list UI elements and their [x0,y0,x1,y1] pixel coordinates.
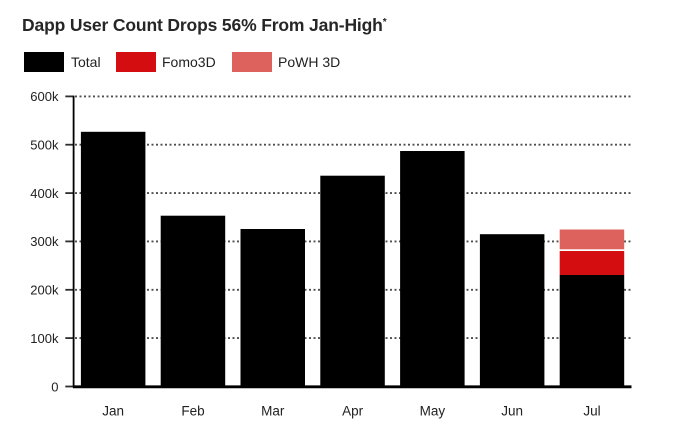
svg-text:Jul: Jul [583,404,600,419]
svg-text:Apr: Apr [342,404,364,419]
svg-text:300k: 300k [30,234,59,249]
svg-text:100k: 100k [30,331,59,346]
svg-text:Feb: Feb [181,404,204,419]
svg-text:Jun: Jun [501,404,523,419]
svg-text:Jan: Jan [102,404,124,419]
svg-text:200k: 200k [30,283,59,298]
svg-text:600k: 600k [30,89,59,104]
svg-text:Mar: Mar [261,404,285,419]
svg-text:0: 0 [51,379,58,394]
svg-text:500k: 500k [30,138,59,153]
svg-text:May: May [420,404,446,419]
svg-text:400k: 400k [30,186,59,201]
